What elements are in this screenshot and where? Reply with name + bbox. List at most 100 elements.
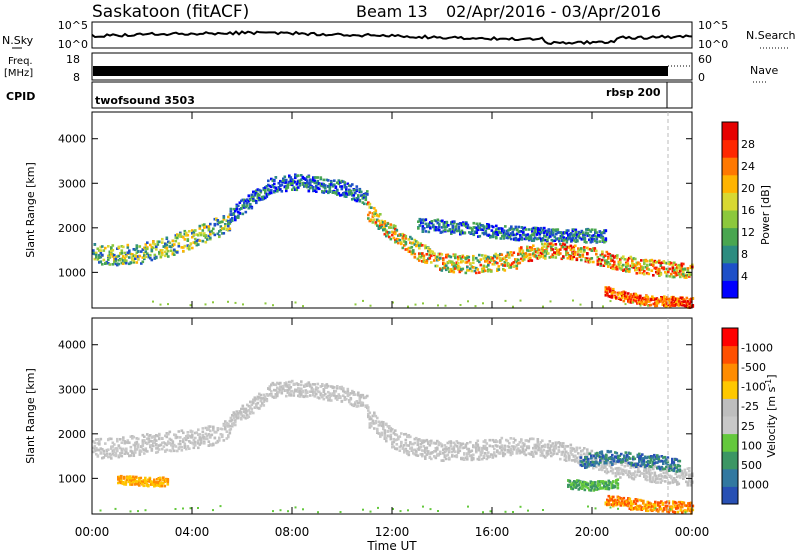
- power-cell-0: [103, 259, 106, 262]
- power-cell-1: [237, 215, 240, 218]
- power-cell-1: [344, 184, 347, 187]
- power-cell-2: [412, 249, 415, 252]
- power-cell-3: [648, 268, 651, 271]
- velocity-cell-2: [408, 444, 411, 447]
- velocity-cell-3: [547, 452, 550, 455]
- velocity-cell-6: [599, 484, 602, 487]
- velocity-cell-0: [133, 454, 136, 457]
- power-cell-2: [478, 271, 481, 274]
- velocity-cell-0: [137, 443, 140, 446]
- velocity-cell-0: [175, 445, 178, 448]
- power-cell-0: [109, 263, 112, 266]
- power-cell-3: [607, 265, 610, 268]
- velocity-cell-3: [622, 473, 625, 476]
- nave-tick-top: 60: [698, 53, 712, 66]
- power-cell-2: [405, 235, 408, 238]
- power-cell-0: [188, 248, 191, 251]
- velocity-cell-0: [197, 447, 200, 450]
- power-cell-0: [155, 257, 158, 260]
- power-cell-5: [558, 240, 561, 243]
- velocity-cell-1: [335, 390, 338, 393]
- velocity-cell-0: [116, 447, 119, 450]
- velocity-cell-3: [687, 481, 690, 484]
- power-cell-1: [239, 212, 242, 215]
- velocity-cell-3: [649, 475, 652, 478]
- power-cell-0: [175, 240, 178, 243]
- power-cell-0: [139, 255, 142, 258]
- velocity-cell-4: [627, 505, 630, 508]
- power-cell-4: [647, 296, 650, 299]
- velocity-cell-2: [501, 444, 504, 447]
- velocity-cell-7: [587, 458, 590, 461]
- power-cell-0: [101, 263, 104, 266]
- power-ground-cell: [647, 305, 649, 307]
- power-cell-3: [604, 254, 607, 257]
- power-cell-0: [146, 248, 149, 251]
- power-cell-2: [402, 237, 405, 240]
- power-cell-4: [615, 296, 618, 299]
- velocity-cell-1: [323, 398, 326, 401]
- velocity-cell-0: [121, 441, 124, 444]
- power-cell-3: [519, 262, 522, 265]
- power-cell-2: [471, 270, 474, 273]
- velocity-cell-5: [161, 485, 164, 488]
- velocity-cell-2: [463, 453, 466, 456]
- power-cell-0: [202, 229, 205, 232]
- velocity-cell-3: [535, 452, 538, 455]
- power-cell-5: [419, 224, 422, 227]
- velocity-cell-2: [450, 442, 453, 445]
- power-cell-1: [242, 213, 245, 216]
- power-cell-0: [155, 248, 158, 251]
- velocity-cell-5: [131, 483, 134, 486]
- velocity-cell-3: [670, 477, 673, 480]
- velocity-cell-3: [549, 440, 552, 443]
- velocity-cell-3: [559, 442, 562, 445]
- power-cell-0: [178, 242, 181, 245]
- velocity-cell-2: [417, 444, 420, 447]
- power-cell-5: [453, 220, 456, 223]
- velocity-cell-0: [227, 434, 230, 437]
- velocity-cell-2: [478, 449, 481, 452]
- power-cell-1: [335, 186, 338, 189]
- velocity-cell-1: [306, 391, 309, 394]
- date-range: 02/Apr/2016 - 03/Apr/2016: [446, 2, 661, 21]
- power-cell-1: [318, 188, 321, 191]
- power-cell-0: [109, 256, 112, 259]
- velocity-cell-7: [611, 454, 614, 457]
- power-cell-0: [118, 246, 121, 249]
- power-cell-3: [643, 273, 646, 276]
- velocity-cell-3: [517, 443, 520, 446]
- velocity-cell-3: [555, 447, 558, 450]
- power-cell-5: [549, 235, 552, 238]
- power-cell-1: [281, 184, 284, 187]
- velocity-cell-2: [396, 443, 399, 446]
- power-cell-5: [599, 240, 602, 243]
- power-cell-0: [166, 247, 169, 250]
- velocity-cell-2: [375, 422, 378, 425]
- power-cell-4: [612, 288, 615, 291]
- power-cell-1: [249, 203, 252, 206]
- nsearch-label: N.Search: [746, 29, 796, 42]
- velocity-cell-0: [179, 440, 182, 443]
- power-cell-5: [605, 229, 608, 232]
- power-cell-0: [139, 245, 142, 248]
- power-cell-3: [559, 252, 562, 255]
- velocity-cell-5: [120, 475, 123, 478]
- velocity-cell-7: [610, 450, 613, 453]
- power-cell-2: [411, 238, 414, 241]
- power-cell-0: [152, 240, 155, 243]
- power-cell-1: [366, 193, 369, 196]
- power-cell-1: [341, 185, 344, 188]
- power-ground-cell: [212, 301, 214, 303]
- power-cell-2: [390, 226, 393, 229]
- power-cell-3: [601, 251, 604, 254]
- velocity-cell-3: [651, 472, 654, 475]
- velocity-cell-2: [421, 453, 424, 456]
- velocity-cell-0: [179, 436, 182, 439]
- power-ground-cell: [467, 300, 469, 302]
- velocity-cell-1: [336, 385, 339, 388]
- velocity-cell-0: [214, 437, 217, 440]
- velocity-cell-2: [430, 442, 433, 445]
- power-cell-2: [414, 256, 417, 259]
- velocity-cell-1: [281, 392, 284, 395]
